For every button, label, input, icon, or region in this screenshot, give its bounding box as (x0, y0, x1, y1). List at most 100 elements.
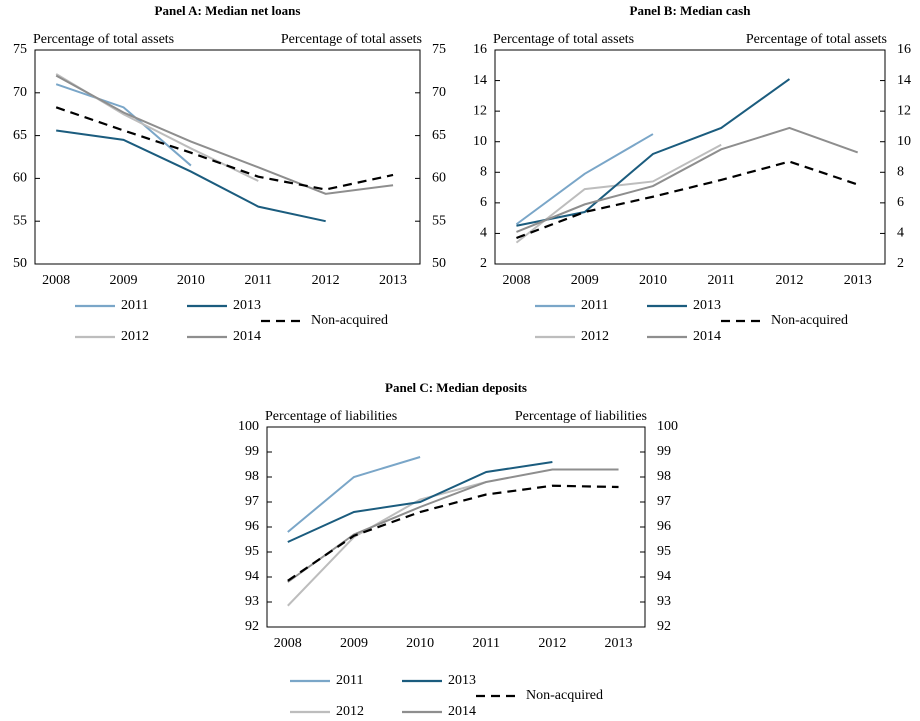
y2-tick-label: 97 (657, 494, 671, 509)
y2-axis-label: Percentage of total assets (746, 32, 887, 47)
y-tick-label: 70 (13, 85, 27, 100)
y-tick-label: 55 (13, 213, 27, 228)
y2-tick-label: 98 (657, 469, 671, 484)
y2-tick-label: 99 (657, 444, 671, 459)
y-tick-label: 50 (13, 256, 27, 271)
y2-tick-label: 12 (897, 103, 911, 118)
y2-tick-label: 2 (897, 256, 904, 271)
y2-axis-label: Percentage of liabilities (515, 409, 647, 424)
legend-label: 2014 (693, 329, 721, 344)
y2-tick-label: 96 (657, 519, 671, 534)
y-tick-label: 92 (245, 619, 259, 634)
y-tick-label: 16 (473, 42, 487, 57)
plot-frame (34, 49, 421, 265)
y2-tick-label: 14 (897, 73, 911, 88)
y2-tick-label: 10 (897, 134, 911, 149)
plot-frame (266, 426, 646, 628)
y2-tick-label: 50 (432, 256, 446, 271)
series-line (55, 106, 394, 191)
y-tick-label: 65 (13, 128, 27, 143)
x-tick-label: 2012 (312, 273, 340, 288)
series-line (516, 160, 859, 240)
y-tick-label: 94 (245, 569, 259, 584)
y2-tick-label: 60 (432, 171, 446, 186)
legend-label: Non-acquired (771, 313, 848, 328)
x-tick-label: 2008 (502, 273, 530, 288)
y2-tick-label: 65 (432, 128, 446, 143)
y-tick-label: 4 (480, 226, 487, 241)
x-tick-label: 2013 (605, 636, 633, 651)
y2-tick-label: 4 (897, 226, 904, 241)
y-tick-label: 99 (245, 444, 259, 459)
legend-label: 2012 (121, 329, 149, 344)
y2-tick-label: 16 (897, 42, 911, 57)
y-tick-label: 93 (245, 594, 259, 609)
legend-label: Non-acquired (311, 313, 388, 328)
series-line (287, 481, 487, 607)
x-tick-label: 2011 (245, 273, 272, 288)
y-axis-label: Percentage of total assets (33, 32, 174, 47)
y-tick-label: 75 (13, 42, 27, 57)
chart-title: Panel B: Median cash (630, 3, 752, 18)
y2-tick-label: 92 (657, 619, 671, 634)
y-tick-label: 6 (480, 195, 487, 210)
x-tick-label: 2009 (110, 273, 138, 288)
x-tick-label: 2012 (538, 636, 566, 651)
y-tick-label: 95 (245, 544, 259, 559)
y-tick-label: 10 (473, 134, 487, 149)
series-line (516, 126, 859, 233)
x-tick-label: 2009 (571, 273, 599, 288)
series-line (287, 461, 553, 543)
y2-axis-label: Percentage of total assets (281, 32, 422, 47)
y-tick-label: 98 (245, 469, 259, 484)
x-tick-label: 2013 (379, 273, 407, 288)
y2-tick-label: 94 (657, 569, 671, 584)
y-tick-label: 100 (238, 419, 259, 434)
legend-label: 2011 (581, 298, 608, 313)
legend-label: 2011 (336, 673, 363, 688)
y2-tick-label: 95 (657, 544, 671, 559)
legend-label: 2013 (693, 298, 721, 313)
x-tick-label: 2010 (406, 636, 434, 651)
y2-tick-label: 55 (432, 213, 446, 228)
x-tick-label: 2010 (639, 273, 667, 288)
legend-label: Non-acquired (526, 688, 603, 703)
series-line (287, 456, 421, 533)
y-tick-label: 14 (473, 73, 487, 88)
series-line (55, 74, 394, 195)
plot-frame (494, 49, 886, 265)
legend-label: 2013 (233, 298, 261, 313)
y-tick-label: 8 (480, 165, 487, 180)
legend-label: 2013 (448, 673, 476, 688)
x-tick-label: 2012 (775, 273, 803, 288)
y2-tick-label: 6 (897, 195, 904, 210)
y-tick-label: 12 (473, 103, 487, 118)
y2-tick-label: 8 (897, 165, 904, 180)
legend-label: 2012 (581, 329, 609, 344)
y2-tick-label: 100 (657, 419, 678, 434)
legend-label: 2012 (336, 704, 364, 719)
series-line (56, 129, 326, 223)
legend-label: 2014 (448, 704, 476, 719)
x-tick-label: 2008 (42, 273, 70, 288)
y2-tick-label: 93 (657, 594, 671, 609)
y2-tick-label: 75 (432, 42, 446, 57)
x-tick-label: 2010 (177, 273, 205, 288)
series-line (55, 83, 192, 167)
y-tick-label: 96 (245, 519, 259, 534)
y-tick-label: 2 (480, 256, 487, 271)
x-tick-label: 2009 (340, 636, 368, 651)
y-tick-label: 60 (13, 171, 27, 186)
y-axis-label: Percentage of liabilities (265, 409, 397, 424)
y-axis-label: Percentage of total assets (493, 32, 634, 47)
y2-tick-label: 70 (432, 85, 446, 100)
y-tick-label: 97 (245, 494, 259, 509)
series-line (287, 484, 619, 582)
series-line (515, 143, 722, 244)
x-tick-label: 2011 (472, 636, 499, 651)
x-tick-label: 2011 (707, 273, 734, 288)
x-tick-label: 2008 (274, 636, 302, 651)
x-tick-label: 2013 (844, 273, 872, 288)
chart-title: Panel A: Median net loans (155, 3, 301, 18)
